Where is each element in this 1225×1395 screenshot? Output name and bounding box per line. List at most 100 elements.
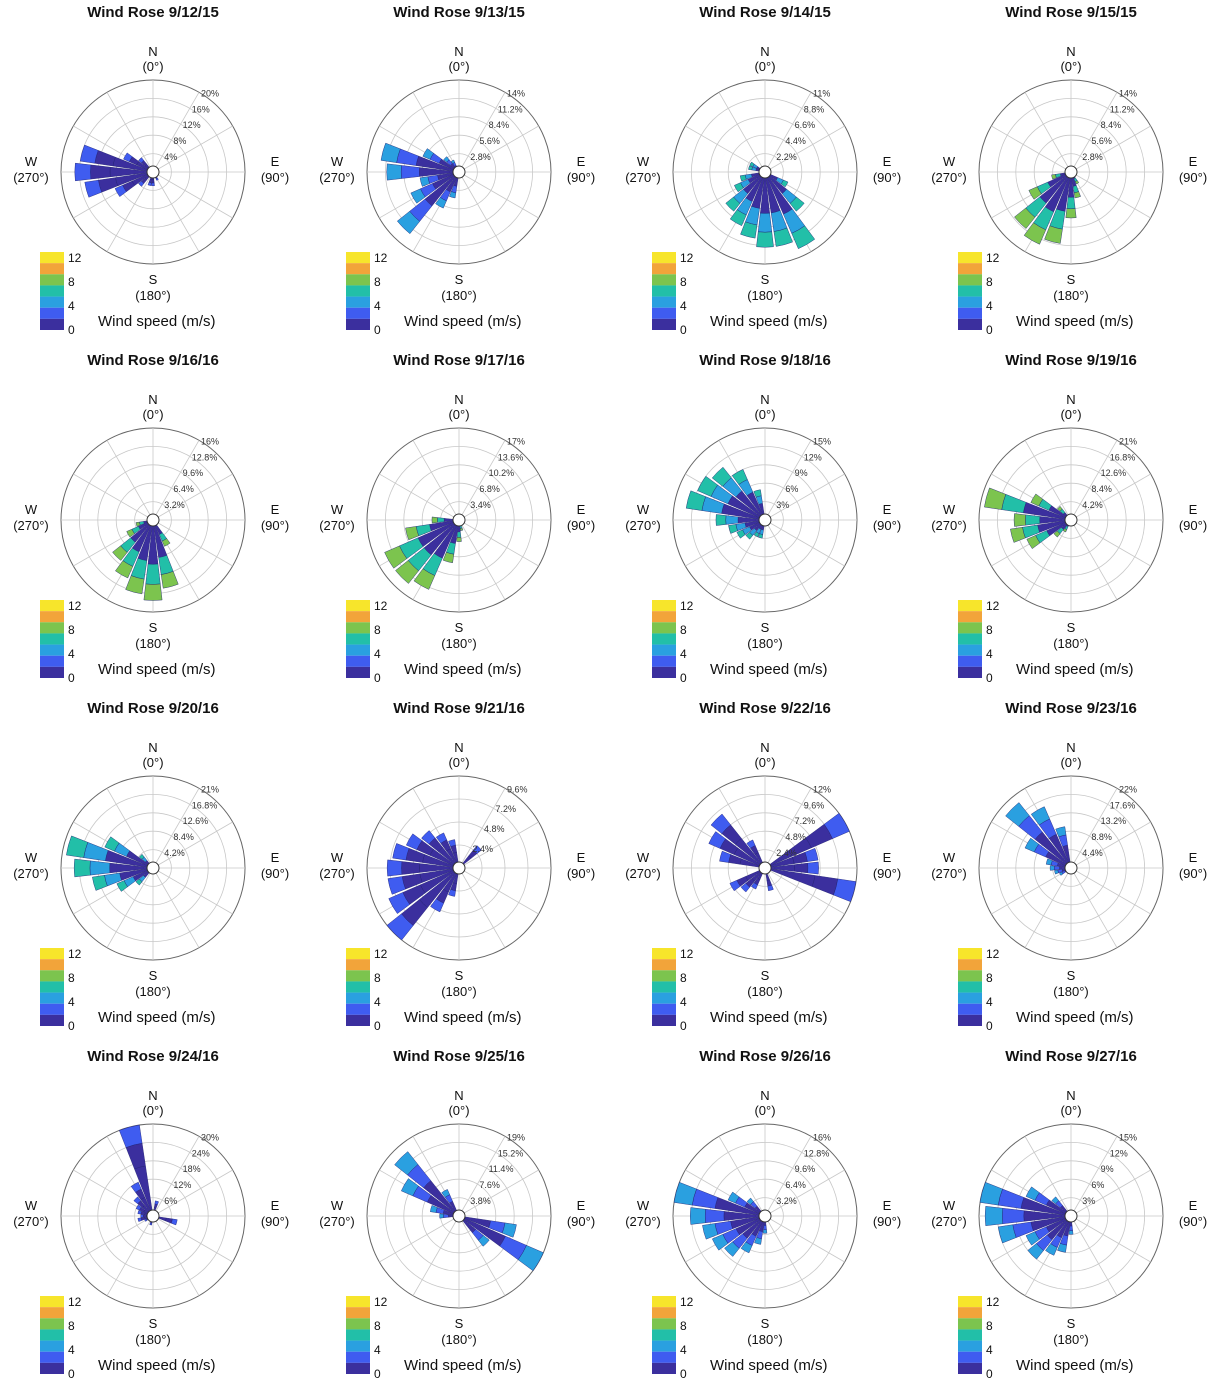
petal [729, 879, 741, 892]
compass-e: E [577, 1198, 586, 1213]
chart-title: Wind Rose 9/23/16 [1005, 700, 1137, 717]
wind-rose-panel: Wind Rose 9/25/16 3.8% 7.6% 11.4% 15.2% 19% N(… [306, 1044, 612, 1392]
colorbar-tick: 0 [68, 1019, 75, 1033]
colorbar-tick: 8 [374, 623, 381, 637]
petal [748, 165, 753, 171]
compass-s-deg: (180°) [135, 1332, 171, 1347]
wind-rose-panel: Wind Rose 9/23/16 4.4% 8.8% 13.2% 17.6% 22% N(… [918, 696, 1224, 1044]
petal [804, 848, 819, 862]
radial-tick-label: 16.8% [192, 800, 218, 810]
petal [708, 831, 726, 849]
radial-tick-label: 14% [1119, 88, 1137, 98]
colorbar-tick: 0 [680, 671, 687, 685]
petal [823, 812, 850, 839]
petal [448, 1214, 454, 1218]
colorbar-segment [652, 252, 676, 264]
colorbar-segment [652, 1351, 676, 1363]
colorbar-segment [40, 666, 64, 678]
petal [147, 182, 152, 186]
petal [1074, 180, 1080, 185]
grid-spoke [1070, 1215, 1118, 1296]
compass-n: N [148, 392, 157, 407]
compass-e: E [1189, 154, 1198, 169]
radial-tick-label: 11% [813, 88, 830, 98]
compass-n-deg: (0°) [448, 1103, 469, 1118]
petal [728, 524, 738, 534]
grid-spoke [991, 125, 1072, 173]
colorbar-tick: 12 [680, 1295, 694, 1309]
compass-e-deg: (90°) [261, 170, 289, 185]
colorbar-segment [652, 307, 676, 319]
center-hole [1064, 1209, 1078, 1223]
compass-e: E [271, 1198, 280, 1213]
colorbar-segment [40, 633, 64, 645]
petal [724, 1241, 740, 1257]
petal [400, 165, 420, 179]
colorbar-segment [40, 600, 64, 612]
colorbar-tick: 12 [68, 599, 82, 613]
colorbar-segment [958, 666, 982, 678]
radial-tick-label: 4% [164, 152, 177, 162]
colorbar-segment [40, 274, 64, 286]
chart-title: Wind Rose 9/16/16 [87, 352, 219, 369]
wind-rose-panel: Wind Rose 9/19/16 4.2% 8.4% 12.6% 16.8% 21% N(… [918, 348, 1224, 696]
radial-tick-label: 6.4% [173, 484, 194, 494]
petal [1055, 826, 1067, 838]
colorbar-tick: 8 [374, 971, 381, 985]
compass-e: E [883, 154, 892, 169]
compass-w-deg: (270°) [13, 866, 49, 881]
petal [137, 1210, 142, 1215]
colorbar-label: Wind speed (m/s) [710, 1357, 828, 1374]
petal [1026, 535, 1041, 549]
center-hole [758, 165, 772, 179]
radial-tick-label: 13.2% [1101, 816, 1127, 826]
petal [66, 835, 89, 858]
colorbar-segment [958, 1340, 982, 1352]
radial-tick-label: 24% [192, 1148, 210, 1158]
grid-spoke [379, 473, 460, 521]
radial-tick-label: 8.4% [1091, 484, 1112, 494]
radial-tick-label: 4.8% [484, 824, 505, 834]
colorbar-segment [346, 970, 370, 982]
colorbar-segment [652, 992, 676, 1004]
compass-s-deg: (180°) [135, 984, 171, 999]
colorbar-tick: 12 [374, 947, 388, 961]
petal [1014, 207, 1036, 229]
colorbar-segment [40, 1329, 64, 1341]
colorbar-segment [958, 959, 982, 971]
colorbar-tick: 8 [374, 275, 381, 289]
grid-spoke [152, 171, 200, 252]
compass-s-deg: (180°) [747, 288, 783, 303]
petal [439, 1213, 444, 1219]
radial-tick-label: 16% [813, 1132, 831, 1142]
compass-n-deg: (0°) [448, 59, 469, 74]
petal [145, 563, 161, 585]
petal [151, 179, 155, 184]
petal [441, 1189, 450, 1198]
petal [673, 1182, 697, 1206]
compass-s-deg: (180°) [441, 1332, 477, 1347]
compass-e: E [883, 1198, 892, 1213]
grid-spoke [106, 788, 154, 869]
petal [405, 526, 419, 541]
petal [435, 197, 447, 209]
petal [84, 179, 102, 198]
petal [1062, 528, 1068, 533]
compass-s: S [761, 1316, 770, 1331]
colorbar-segment [346, 1340, 370, 1352]
compass-n-deg: (0°) [1060, 1103, 1081, 1118]
colorbar-tick: 12 [68, 947, 82, 961]
colorbar-segment [958, 1362, 982, 1374]
compass-s: S [761, 272, 770, 287]
compass-w-deg: (270°) [319, 1214, 355, 1229]
colorbar-tick: 12 [68, 1295, 82, 1309]
compass-e: E [1189, 502, 1198, 517]
colorbar-segment [652, 285, 676, 297]
center-hole [146, 165, 160, 179]
petal [690, 1207, 706, 1225]
petal [1073, 191, 1081, 199]
colorbar-segment [958, 1296, 982, 1308]
colorbar-tick: 0 [374, 1367, 381, 1381]
radial-tick-label: 12.6% [1101, 468, 1127, 478]
